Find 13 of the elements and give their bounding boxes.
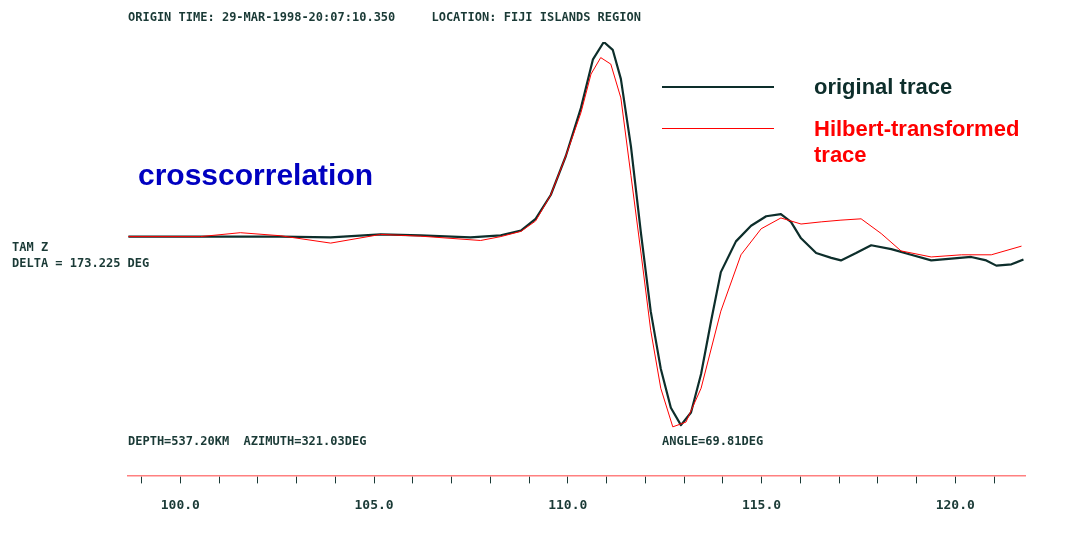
x-tick-label: 105.0 bbox=[354, 496, 394, 512]
text: Hilbert-transformed trace bbox=[814, 116, 1021, 168]
annotation: ANGLE=69.81DEG bbox=[662, 434, 764, 448]
x-tick-label: 100.0 bbox=[160, 496, 201, 512]
x-tick-label: 115.0 bbox=[741, 496, 782, 512]
text: original trace bbox=[814, 74, 954, 100]
annotation: DELTA = 173.225 DEG bbox=[12, 256, 150, 270]
x-tick-label: 120.0 bbox=[935, 496, 975, 512]
annotation: DEPTH=537.20KM AZIMUTH=321.03DEG bbox=[128, 434, 367, 448]
chart-title: ORIGIN TIME: 29-MAR-1998-20:07:10.350 LOCATION: FIJI ISLANDS REGION bbox=[128, 10, 641, 24]
annotation: crosscorrelation bbox=[138, 158, 374, 192]
text: TAM Z bbox=[12, 240, 49, 254]
x-tick-label: 110.0 bbox=[548, 496, 588, 512]
